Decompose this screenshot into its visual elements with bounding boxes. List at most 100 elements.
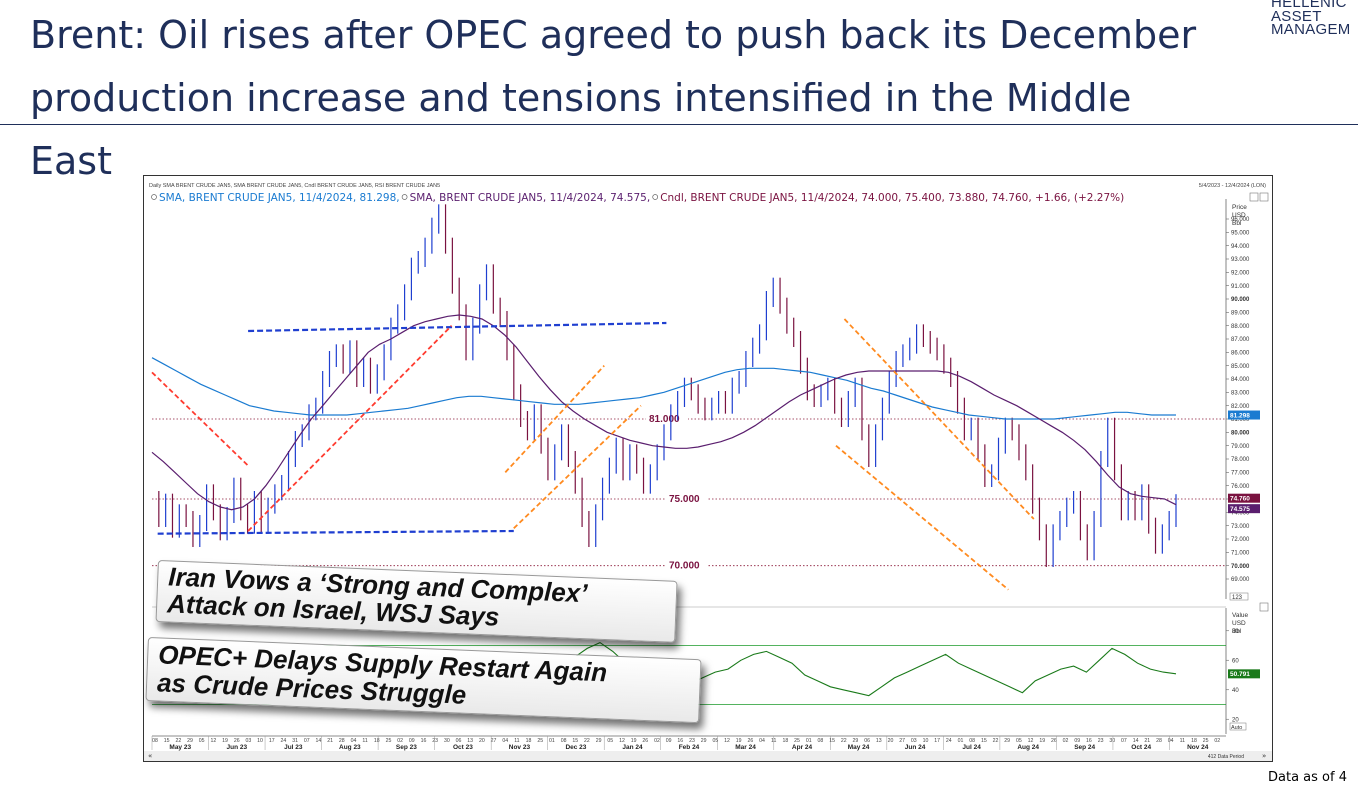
last-price-tag-label: 74.575 (1230, 506, 1250, 513)
legend-gear-icon (401, 194, 408, 200)
x-day-label: 22 (584, 738, 590, 744)
x-day-label: 08 (152, 738, 158, 744)
sma-slow-line (151, 357, 1176, 420)
trendline (513, 405, 642, 529)
rsi-auto-label: Auto (1231, 725, 1242, 731)
x-day-label: 28 (339, 738, 345, 744)
price-tick-label: 69.000 (1231, 577, 1250, 583)
x-day-label: 27 (899, 738, 905, 744)
x-day-label: 19 (736, 738, 742, 744)
x-month-label: Aug 24 (1017, 744, 1039, 751)
x-day-label: 04 (351, 738, 357, 744)
x-day-label: 11 (514, 738, 519, 744)
x-day-label: 12 (1028, 738, 1034, 744)
x-month-label: May 24 (848, 744, 870, 751)
x-day-label: 23 (432, 738, 438, 744)
rsi-axis-title: Bbl (1232, 628, 1242, 635)
price-tick-label: 70.000 (1231, 564, 1250, 570)
level-label-bg (666, 493, 708, 504)
x-day-label: 15 (572, 738, 578, 744)
x-day-label: 01 (806, 738, 812, 744)
x-day-label: 12 (724, 738, 730, 744)
trendline (151, 371, 249, 467)
x-day-label: 03 (911, 738, 917, 744)
rsi-tick-label: 20 (1232, 717, 1239, 723)
chart-caption: Daily SMA BRENT CRUDE JAN5, SMA BRENT CR… (149, 183, 440, 189)
price-tick-label: 80.000 (1231, 431, 1250, 437)
x-day-label: 15 (829, 738, 835, 744)
x-month-label: Sep 24 (1074, 744, 1095, 751)
x-day-label: 22 (841, 738, 847, 744)
price-tick-label: 85.000 (1231, 364, 1250, 370)
x-day-label: 20 (479, 738, 485, 744)
x-month-label: Nov 23 (509, 744, 531, 751)
price-tick-label: 83.000 (1231, 391, 1250, 397)
x-day-label: 24 (281, 738, 287, 744)
x-day-label: 08 (818, 738, 824, 744)
x-day-label: 05 (607, 738, 613, 744)
x-day-label: 04 (759, 738, 765, 744)
x-day-label: 16 (677, 738, 683, 744)
x-day-label: 29 (853, 738, 859, 744)
x-month-label: Feb 24 (679, 744, 700, 751)
legend-gear-icon (151, 194, 157, 200)
x-day-label: 04 (1168, 738, 1174, 744)
x-day-label: 06 (864, 738, 870, 744)
last-price-tag (1228, 410, 1260, 420)
x-day-label: 25 (794, 738, 800, 744)
logo-line-3: MANAGEM (1271, 21, 1351, 38)
logo-line-2: ASSET (1271, 7, 1322, 25)
last-price-tag-label: 81.298 (1230, 412, 1250, 419)
x-day-label: 10 (257, 738, 263, 744)
trendline (247, 325, 453, 532)
scroll-left-icon: « (148, 752, 152, 760)
x-month-label: May 23 (169, 744, 191, 751)
close-button-icon (1259, 192, 1269, 202)
price-axis-title: USD (1232, 212, 1246, 219)
x-day-label: 30 (444, 738, 450, 744)
legend-gear-icon (652, 194, 659, 200)
logo-line-1: HELLENIC (1271, 0, 1347, 11)
x-day-label: 02 (1063, 738, 1069, 744)
price-tick-label: 72.000 (1231, 537, 1250, 543)
x-day-label: 26 (1051, 738, 1057, 744)
sma-fast-line (151, 314, 1177, 511)
price-tick-label: 81.000 (1231, 417, 1250, 423)
x-day-label: 29 (596, 738, 602, 744)
last-price-tag (1228, 504, 1260, 514)
price-tick-label: 90.000 (1231, 297, 1250, 303)
x-day-label: 19 (631, 738, 637, 744)
x-day-label: 22 (175, 738, 181, 744)
title-divider (0, 124, 1358, 125)
rsi-last-tag-label: 50.791 (1230, 671, 1250, 678)
x-day-label: 15 (981, 738, 987, 744)
page-title-line-2: production increase and tensions intensi… (30, 76, 1132, 183)
x-month-label: Aug 23 (339, 744, 361, 751)
legend-entry-3: Cndl, BRENT CRUDE JAN5, 11/4/2024, 74.00… (660, 192, 1124, 204)
price-tick-label: 87.000 (1231, 337, 1250, 343)
x-day-label: 22 (993, 738, 999, 744)
rsi-auto-button (1229, 722, 1247, 731)
price-axis-title: Price (1232, 204, 1247, 211)
date-range: 5/4/2023 - 12/4/2024 (LON) (1199, 183, 1266, 189)
x-day-label: 08 (969, 738, 975, 744)
last-price-tag (1228, 493, 1260, 503)
level-label: 70.000 (669, 561, 700, 572)
auto-scale-button (1229, 592, 1249, 601)
trendline (504, 365, 605, 473)
data-as-of-note: Data as of 4 (1268, 770, 1347, 785)
x-day-label: 13 (467, 738, 473, 744)
price-tick-label: 89.000 (1231, 311, 1250, 317)
x-day-label: 30 (1109, 738, 1115, 744)
x-day-label: 20 (888, 738, 894, 744)
x-day-label: 21 (327, 738, 333, 744)
x-day-label: 08 (561, 738, 567, 744)
trendline (157, 529, 514, 535)
x-day-label: 26 (747, 738, 753, 744)
x-day-label: 12 (210, 738, 216, 744)
x-day-label: 25 (1203, 738, 1209, 744)
level-label: 81.000 (649, 414, 680, 425)
price-tick-label: 73.000 (1231, 524, 1250, 530)
x-day-label: 29 (187, 738, 193, 744)
x-day-label: 14 (316, 738, 322, 744)
